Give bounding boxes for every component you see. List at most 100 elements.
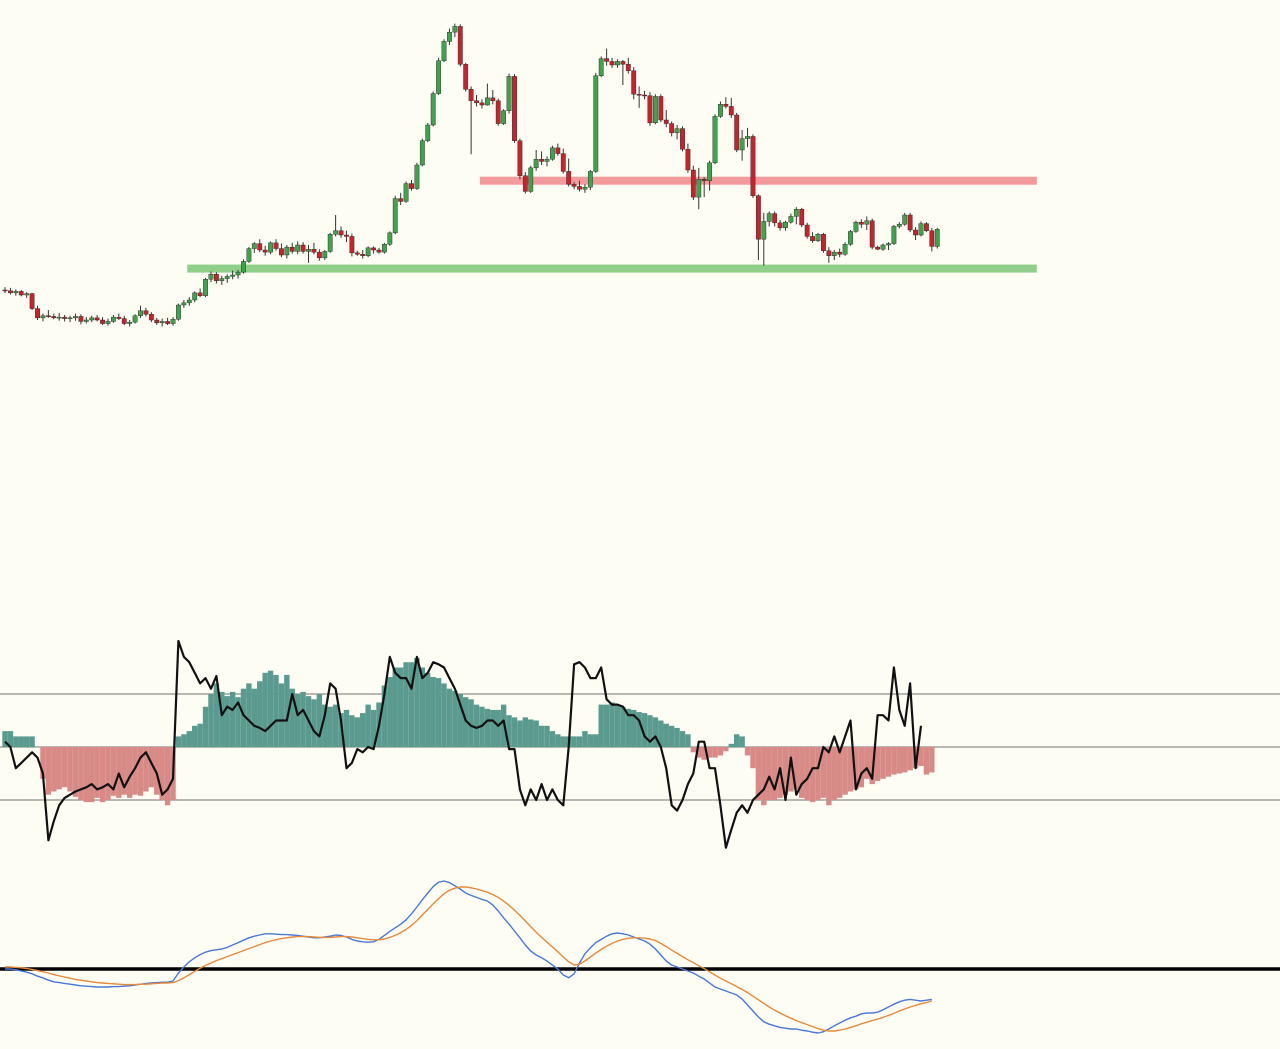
bull-candle bbox=[241, 261, 246, 273]
oscillator-bar-negative bbox=[918, 747, 924, 767]
oscillator-bar-positive bbox=[484, 708, 491, 747]
bull-candle bbox=[766, 213, 772, 222]
bull-candle bbox=[159, 321, 165, 324]
oscillator-bar-negative bbox=[793, 747, 800, 790]
bull-candle bbox=[896, 224, 902, 227]
oscillator-bar-positive bbox=[679, 731, 686, 747]
bull-candle bbox=[918, 223, 924, 236]
bear-candle bbox=[360, 254, 366, 256]
bear-candle bbox=[642, 94, 647, 97]
bull-candle bbox=[891, 226, 897, 244]
bear-candle bbox=[539, 159, 544, 162]
bull-candle bbox=[436, 60, 441, 94]
bull-candle bbox=[13, 291, 19, 294]
oscillator-bar-positive bbox=[631, 709, 637, 747]
bull-candle bbox=[533, 159, 539, 169]
bull-candle bbox=[83, 319, 89, 322]
oscillator-bar-positive bbox=[517, 720, 523, 747]
oscillator-bar-negative bbox=[907, 747, 913, 771]
bull-candle bbox=[880, 244, 886, 250]
bear-candle bbox=[636, 94, 642, 96]
oscillator-bar-positive bbox=[511, 717, 518, 747]
bear-candle bbox=[821, 234, 826, 251]
oscillator-bar-positive bbox=[294, 694, 301, 747]
bear-candle bbox=[604, 58, 610, 62]
oscillator-bar-positive bbox=[473, 704, 480, 747]
oscillator-bar-positive bbox=[273, 674, 279, 747]
bear-candle bbox=[344, 234, 349, 237]
oscillator-bar-positive bbox=[262, 672, 268, 747]
bear-candle bbox=[197, 292, 203, 296]
bear-candle bbox=[94, 317, 100, 321]
oscillator-bar-positive bbox=[197, 723, 203, 747]
oscillator-bar-negative bbox=[923, 747, 930, 775]
bear-candle bbox=[371, 247, 376, 251]
bull-candle bbox=[831, 251, 837, 256]
oscillator-bar-negative bbox=[701, 747, 707, 760]
oscillator-bar-negative bbox=[40, 747, 46, 779]
bull-candle bbox=[934, 229, 940, 247]
oscillator-bar-positive bbox=[495, 709, 501, 747]
bear-candle bbox=[663, 119, 669, 124]
bull-candle bbox=[582, 186, 588, 190]
oscillator-bar-positive bbox=[202, 706, 209, 747]
oscillator-bar-negative bbox=[94, 747, 100, 798]
bull-candle bbox=[452, 26, 458, 33]
bull-candle bbox=[230, 274, 236, 277]
macd-slow-line bbox=[5, 886, 932, 1032]
oscillator-bar-positive bbox=[414, 657, 420, 747]
bull-candle bbox=[73, 316, 78, 319]
bear-candle bbox=[750, 136, 756, 196]
oscillator-bar-negative bbox=[148, 747, 155, 788]
bull-candle bbox=[24, 293, 30, 296]
bear-candle bbox=[577, 186, 582, 190]
oscillator-bar-negative bbox=[61, 747, 68, 788]
oscillator-bar-negative bbox=[799, 747, 805, 798]
bull-candle bbox=[506, 76, 512, 111]
bear-candle bbox=[165, 321, 170, 324]
oscillator-bar-negative bbox=[712, 747, 718, 758]
oscillator-bar-positive bbox=[251, 688, 258, 747]
oscillator-bar-positive bbox=[257, 681, 263, 747]
bull-candle bbox=[484, 97, 490, 106]
bear-candle bbox=[669, 123, 675, 134]
support-zone bbox=[187, 264, 1037, 273]
oscillator-bar-negative bbox=[126, 747, 133, 798]
oscillator-bar-positive bbox=[468, 699, 474, 747]
bull-candle bbox=[707, 162, 713, 181]
bull-candle bbox=[132, 315, 138, 323]
oscillator-bar-negative bbox=[56, 747, 62, 790]
bear-candle bbox=[734, 114, 740, 151]
bear-candle bbox=[522, 175, 528, 192]
bull-candle bbox=[793, 209, 799, 217]
oscillator-bar-positive bbox=[235, 697, 241, 747]
bear-candle bbox=[8, 290, 13, 294]
oscillator-bar-negative bbox=[809, 747, 816, 803]
oscillator-bar-positive bbox=[587, 734, 594, 747]
bull-candle bbox=[745, 136, 750, 139]
oscillator-bar-positive bbox=[408, 662, 415, 747]
oscillator-bar-negative bbox=[788, 747, 794, 792]
oscillator-bar-negative bbox=[690, 747, 697, 753]
oscillator-bar-negative bbox=[51, 747, 57, 792]
bear-candle bbox=[913, 229, 918, 236]
bull-candle bbox=[219, 278, 225, 281]
oscillator-pane bbox=[0, 639, 1280, 849]
oscillator-bar-positive bbox=[452, 690, 458, 747]
oscillator-bar-negative bbox=[929, 747, 935, 773]
oscillator-bar-positive bbox=[192, 725, 198, 747]
oscillator-bar-positive bbox=[387, 677, 393, 747]
oscillator-bar-positive bbox=[425, 672, 431, 747]
bull-candle bbox=[674, 128, 680, 134]
bull-candle bbox=[176, 304, 181, 320]
bear-candle bbox=[924, 223, 929, 231]
bear-candle bbox=[457, 26, 463, 65]
bear-candle bbox=[262, 249, 268, 253]
bear-candle bbox=[148, 314, 154, 321]
bear-candle bbox=[555, 147, 561, 154]
oscillator-bar-negative bbox=[99, 747, 106, 803]
oscillator-bar-negative bbox=[67, 747, 73, 792]
bear-candle bbox=[45, 315, 51, 317]
bear-candle bbox=[409, 183, 414, 189]
